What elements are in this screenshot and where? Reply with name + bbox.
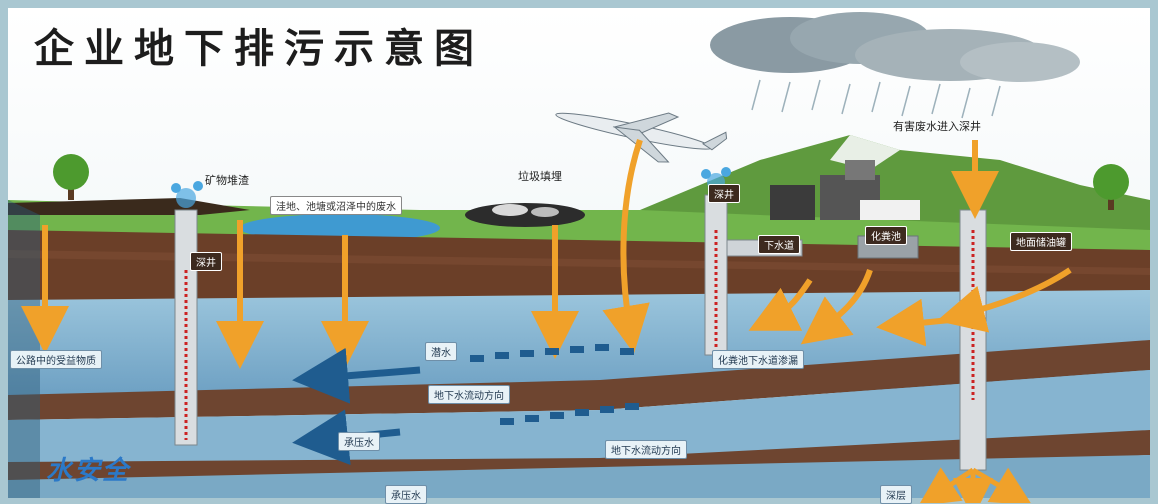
label-confined-water-2: 承压水 [385, 485, 427, 504]
garbage-heap [465, 203, 585, 227]
well-left [174, 209, 198, 446]
cloud-icon [710, 12, 1080, 82]
label-underground-tank: 地面储油罐 [1010, 232, 1072, 251]
label-mineral-residue: 矿物堆渣 [205, 174, 249, 187]
label-deep-well-middle: 深井 [708, 184, 740, 203]
label-sewer-pipe: 下水道 [758, 235, 800, 254]
flow-dashes [470, 344, 639, 425]
label-pit-wastewater: 洼地、池塘或沼泽中的废水 [270, 196, 402, 215]
label-water-table: 潜水 [425, 342, 457, 361]
tree-icon [1093, 164, 1129, 210]
splash-icon [171, 181, 203, 208]
label-groundwater-flow-2: 地下水流动方向 [605, 440, 687, 459]
rain-icon [751, 79, 1001, 119]
label-groundwater-flow-1: 地下水流动方向 [428, 385, 510, 404]
page-title: 企业地下排污示意图 [34, 26, 484, 72]
label-septic-sewer-leak: 化粪池下水道渗漏 [712, 350, 804, 369]
label-confined-water-1: 承压水 [338, 432, 380, 451]
deep-arrows [918, 467, 1033, 503]
block-side [8, 200, 40, 498]
clay-band-2 [8, 430, 1150, 482]
soil-streak [8, 250, 1150, 275]
logo: 水安全 [46, 456, 131, 486]
label-road-pollutants: 公路中的受益物质 [10, 350, 102, 369]
label-garbage-landfill: 垃圾填埋 [518, 170, 562, 183]
label-septic-tank: 化粪池 [865, 226, 907, 245]
aquifer-deep [8, 455, 1150, 498]
tree-icon [53, 154, 89, 200]
label-deep-well-left: 深井 [190, 252, 222, 271]
label-hazardous-wastewater: 有害废水进入深井 [893, 120, 981, 133]
well-right [959, 209, 987, 471]
pollutant-arrows [21, 139, 1072, 369]
factory-icon [770, 160, 920, 220]
label-deep-layer: 深层 [880, 485, 912, 504]
